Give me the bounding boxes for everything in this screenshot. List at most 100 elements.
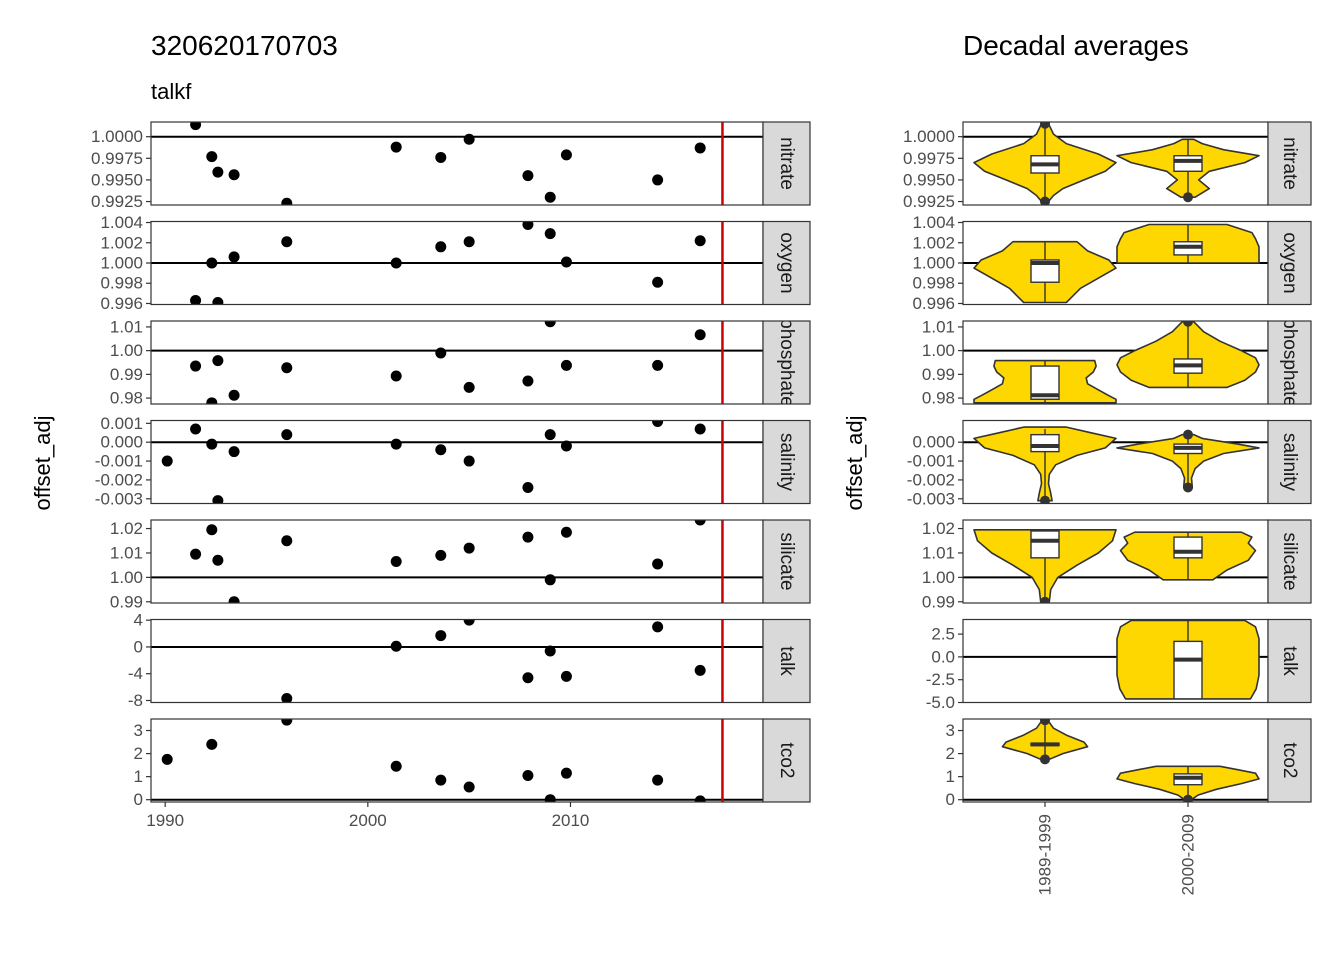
panel-background [151,122,763,205]
y-tick-label: 0.998 [100,274,143,293]
strip-background [762,320,811,405]
data-point [463,133,475,145]
y-tick-label: 0.98 [110,389,143,408]
y-tick-label: 3 [946,721,955,740]
y-tick-label: 1.0000 [91,127,143,146]
data-point [281,362,293,374]
y-tick-label: 0.9975 [91,149,143,168]
violin-panel-tco2: tco2 0 1 2 3 [946,718,1312,809]
y-tick-label: 0.99 [110,592,143,611]
strip-background [1267,718,1312,803]
data-point [522,531,534,543]
data-point [694,329,706,341]
data-point [190,360,202,372]
y-tick-label: 0.001 [100,414,143,433]
data-point [206,151,218,163]
box-iqr [1173,536,1203,559]
y-tick-label: 0.99 [110,365,143,384]
data-point [190,423,202,435]
strip-label-nitrate: nitrate [776,137,797,190]
y-tick-label: -0.002 [95,470,143,489]
data-point [463,455,475,467]
y-tick-label: 1.0000 [903,127,955,146]
outlier-point [1040,122,1050,129]
outlier-point [1183,482,1193,493]
strip-label-group: nitrate [1279,137,1300,190]
data-point [206,397,218,404]
strip-label-group: talk [776,646,797,676]
data-point [435,347,447,359]
data-point [390,370,402,382]
violin-panel-phosphate: phosphate 0.98 0.99 1.00 1.01 [922,317,1312,408]
panel-background [151,520,763,603]
strip-label-oxygen: oxygen [1279,232,1300,293]
data-point [435,774,447,786]
data-point [652,174,664,186]
data-point [228,251,240,263]
y-tick-label: 0.9975 [903,149,955,168]
y-tick-label: 1.00 [110,341,143,360]
strip-background [762,419,811,505]
data-point [228,596,240,603]
outlier-point [1183,794,1193,802]
y-tick-label: 2.5 [931,625,955,644]
data-point [281,719,293,726]
x-tick-label: 2010 [552,811,590,830]
data-point [522,170,534,182]
strip-label-nitrate: nitrate [1279,137,1300,190]
scatter-panel-silicate: silicate 0.99 1.00 1.01 1.02 [110,519,811,611]
panel-content [963,529,1268,603]
y-tick-label: 0 [946,790,955,809]
data-point [161,753,173,765]
y-tick-label: 0.9950 [903,170,955,189]
panel-content [151,719,763,802]
strip-background [1267,419,1312,505]
data-point [212,355,224,367]
strip-label-group: talk [1279,646,1300,676]
y-tick-label: 2 [946,744,955,763]
panel-content [963,426,1268,504]
y-tick-label: 1.000 [912,254,955,273]
y-tick-label: 0.996 [100,294,143,313]
strip-label-group: salinity [776,433,797,492]
strip-label-group: salinity [1279,433,1300,492]
violin-panel-silicate: silicate 0.99 1.00 1.01 1.02 [922,519,1312,611]
strip-background [1267,220,1312,306]
data-point [390,438,402,450]
data-point [560,670,572,682]
data-point [281,429,293,441]
data-point [228,169,240,181]
violin-panel-talk: talk -5.0 -2.5 0.0 2.5 [926,618,1312,712]
outlier-point [1040,754,1050,765]
data-point [390,556,402,567]
data-point [463,236,475,248]
x-tick-label: 2000 [349,811,387,830]
y-tick-label: 0.99 [922,592,955,611]
panel-content [151,619,763,703]
data-point [694,520,706,526]
strip-background [762,718,811,803]
box-iqr [1030,433,1060,453]
data-point [190,122,202,131]
panel-content [963,122,1268,205]
data-point [212,554,224,566]
data-point [435,549,447,561]
left-scatter-panels: nitrate0.99250.99500.99751.0000oxygen0.9… [91,121,811,809]
y-tick-label: -8 [128,691,143,710]
data-point [544,191,556,203]
y-tick-label: -0.003 [907,489,955,508]
data-point [544,321,556,328]
data-point [190,294,202,305]
strip-background [1267,121,1312,206]
data-point [652,420,664,427]
scatter-panel-phosphate: phosphate 0.98 0.99 1.00 1.01 [110,317,811,408]
strip-background [762,519,811,604]
panel-content [151,420,763,504]
scatter-panel-nitrate: nitrate 0.9925 0.9950 0.9975 1.0000 [91,121,811,211]
y-tick-label: 1.01 [110,317,143,336]
y-tick-label: 0.9925 [91,192,143,211]
strip-label-group: silicate [1279,532,1300,590]
data-point [281,197,293,205]
